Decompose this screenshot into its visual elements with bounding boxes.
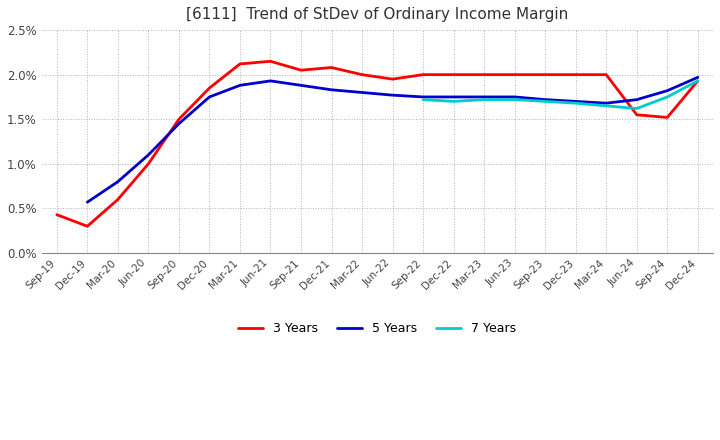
5 Years bbox=[480, 94, 488, 99]
7 Years bbox=[449, 99, 458, 104]
7 Years bbox=[480, 97, 488, 102]
3 Years bbox=[602, 72, 611, 77]
3 Years bbox=[449, 72, 458, 77]
Legend: 3 Years, 5 Years, 7 Years: 3 Years, 5 Years, 7 Years bbox=[233, 317, 521, 341]
3 Years bbox=[205, 85, 214, 91]
5 Years bbox=[663, 88, 672, 93]
7 Years bbox=[602, 103, 611, 109]
5 Years bbox=[358, 90, 366, 95]
3 Years bbox=[693, 78, 702, 84]
3 Years bbox=[419, 72, 428, 77]
5 Years bbox=[235, 83, 244, 88]
3 Years bbox=[53, 212, 61, 217]
5 Years bbox=[327, 87, 336, 92]
7 Years bbox=[663, 94, 672, 99]
Line: 3 Years: 3 Years bbox=[57, 61, 698, 226]
Line: 7 Years: 7 Years bbox=[423, 81, 698, 109]
7 Years bbox=[693, 78, 702, 84]
3 Years bbox=[144, 161, 153, 166]
5 Years bbox=[632, 97, 641, 102]
5 Years bbox=[174, 121, 183, 126]
7 Years bbox=[419, 97, 428, 102]
3 Years bbox=[480, 72, 488, 77]
7 Years bbox=[632, 106, 641, 111]
3 Years bbox=[510, 72, 519, 77]
3 Years bbox=[632, 112, 641, 117]
3 Years bbox=[114, 197, 122, 202]
5 Years bbox=[419, 94, 428, 99]
3 Years bbox=[663, 115, 672, 120]
5 Years bbox=[449, 94, 458, 99]
3 Years bbox=[327, 65, 336, 70]
5 Years bbox=[266, 78, 275, 84]
5 Years bbox=[572, 99, 580, 104]
3 Years bbox=[541, 72, 549, 77]
7 Years bbox=[572, 101, 580, 106]
5 Years bbox=[693, 75, 702, 80]
3 Years bbox=[266, 59, 275, 64]
3 Years bbox=[174, 117, 183, 122]
7 Years bbox=[510, 97, 519, 102]
5 Years bbox=[205, 94, 214, 99]
5 Years bbox=[297, 83, 305, 88]
3 Years bbox=[572, 72, 580, 77]
Title: [6111]  Trend of StDev of Ordinary Income Margin: [6111] Trend of StDev of Ordinary Income… bbox=[186, 7, 568, 22]
5 Years bbox=[144, 152, 153, 158]
3 Years bbox=[83, 224, 91, 229]
5 Years bbox=[114, 179, 122, 184]
5 Years bbox=[541, 97, 549, 102]
5 Years bbox=[510, 94, 519, 99]
3 Years bbox=[358, 72, 366, 77]
5 Years bbox=[83, 199, 91, 205]
Line: 5 Years: 5 Years bbox=[87, 77, 698, 202]
7 Years bbox=[541, 99, 549, 104]
5 Years bbox=[388, 92, 397, 98]
3 Years bbox=[388, 77, 397, 82]
3 Years bbox=[297, 68, 305, 73]
5 Years bbox=[602, 101, 611, 106]
3 Years bbox=[235, 61, 244, 66]
